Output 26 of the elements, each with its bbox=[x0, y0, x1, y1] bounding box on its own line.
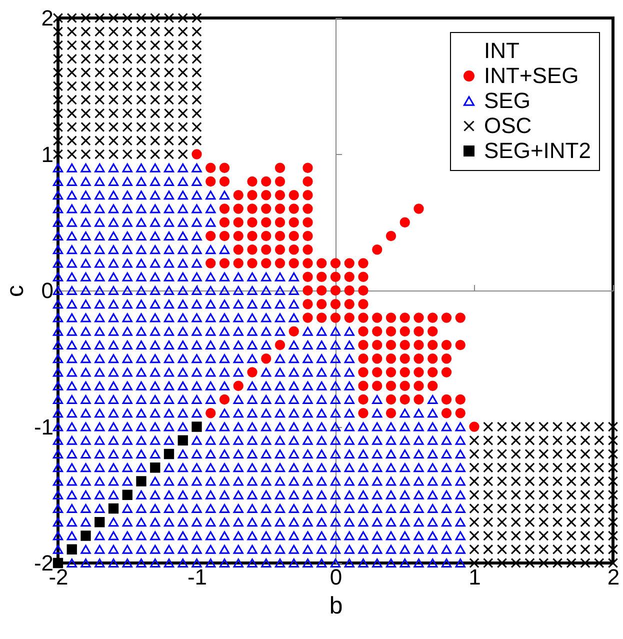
x-tick-label: -1 bbox=[187, 564, 208, 590]
point bbox=[150, 462, 160, 473]
legend-label: SEG+INT2 bbox=[484, 138, 591, 163]
y-tick-label: 0 bbox=[41, 278, 54, 303]
point bbox=[178, 435, 188, 446]
x-tick-label: 0 bbox=[330, 564, 342, 590]
point bbox=[136, 476, 146, 486]
y-tick-label: 2 bbox=[41, 6, 54, 30]
point bbox=[94, 517, 105, 528]
point bbox=[52, 558, 64, 568]
point bbox=[66, 544, 77, 554]
y-tick-label: -1 bbox=[34, 414, 54, 440]
legend-label: INT+SEG bbox=[484, 63, 579, 88]
point bbox=[80, 530, 91, 541]
text: INT bbox=[484, 38, 520, 63]
legend-label: SEG bbox=[484, 88, 530, 113]
legend-label: OSC bbox=[484, 113, 532, 138]
point bbox=[192, 422, 202, 432]
y-tick-label: 1 bbox=[41, 142, 54, 167]
x-tick-label: 2 bbox=[607, 564, 620, 590]
point bbox=[122, 490, 132, 500]
point bbox=[164, 448, 174, 460]
x-axis-title: b bbox=[329, 592, 343, 620]
point bbox=[108, 503, 119, 514]
x-tick-label: 1 bbox=[468, 564, 481, 590]
y-axis-title: c bbox=[2, 285, 29, 297]
